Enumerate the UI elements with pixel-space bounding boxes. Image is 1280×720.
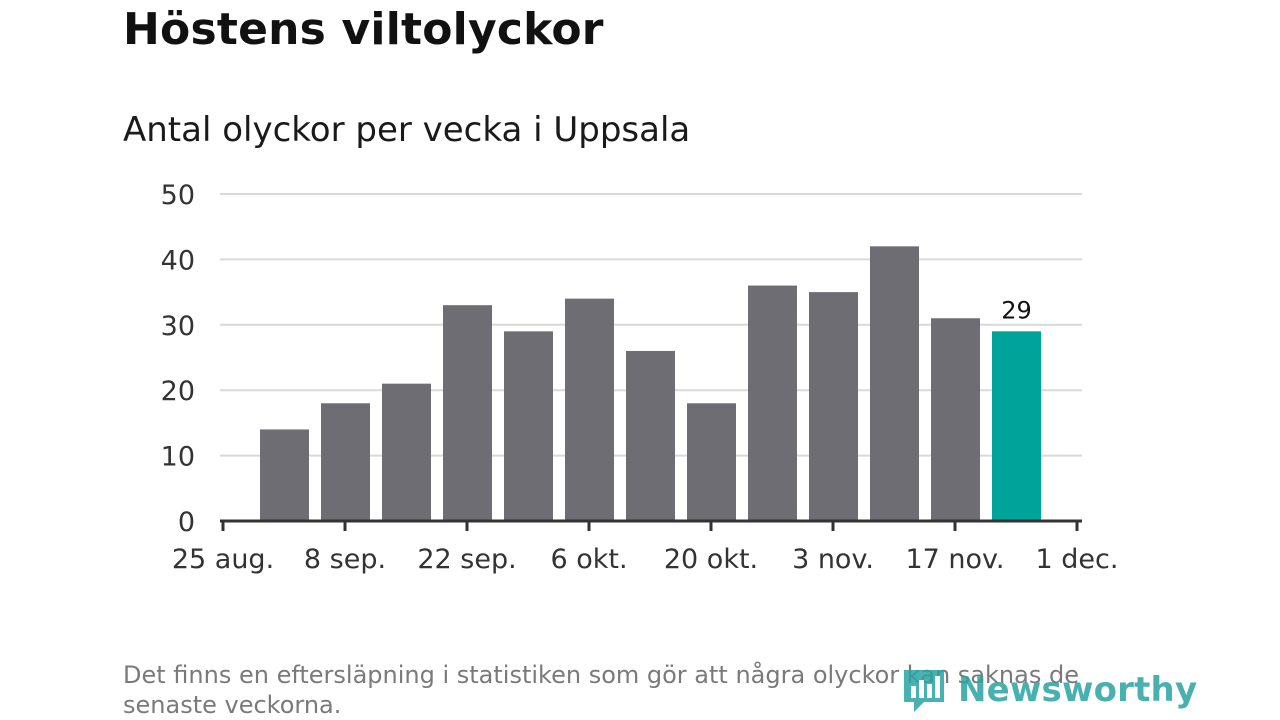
bar <box>626 350 675 521</box>
x-tick-label: 3 nov. <box>792 544 874 575</box>
data-label: 29 <box>1001 296 1032 324</box>
chart-title: Höstens viltolyckor <box>123 4 604 55</box>
bar <box>565 298 614 521</box>
bar <box>382 383 431 521</box>
x-tick-label: 20 okt. <box>664 544 758 575</box>
y-tick-label: 50 <box>161 180 195 211</box>
y-tick-label: 0 <box>178 507 195 538</box>
bar <box>748 285 797 521</box>
bar-chart: 0 10 20 30 40 50 29 25 aug. 8 sep. 22 sep. 6 okt. 2… <box>161 180 1119 575</box>
y-tick-label: 10 <box>161 442 195 473</box>
y-tick-label: 30 <box>161 311 195 342</box>
y-tick-label: 20 <box>161 376 195 407</box>
bar <box>443 305 492 521</box>
x-tick-label: 17 nov. <box>905 544 1004 575</box>
logo-wordmark: Newsworthy <box>958 670 1198 710</box>
x-tick-label: 8 sep. <box>304 544 386 575</box>
bar-highlight <box>992 331 1041 521</box>
x-tick-label: 6 okt. <box>550 544 627 575</box>
y-tick-label: 40 <box>161 245 195 276</box>
bar <box>260 429 309 521</box>
chart-subtitle: Antal olyckor per vecka i Uppsala <box>123 110 691 150</box>
bar <box>321 403 370 521</box>
x-tick-label: 1 dec. <box>1036 544 1119 575</box>
bar <box>809 292 858 521</box>
newsworthy-logo: Newsworthy <box>900 664 1197 716</box>
x-tick-label: 22 sep. <box>417 544 516 575</box>
bar <box>931 318 980 521</box>
bar <box>504 331 553 521</box>
bar <box>687 403 736 521</box>
x-tick-label: 25 aug. <box>172 544 274 575</box>
newsworthy-logo-icon <box>904 670 944 712</box>
bar <box>870 246 919 521</box>
